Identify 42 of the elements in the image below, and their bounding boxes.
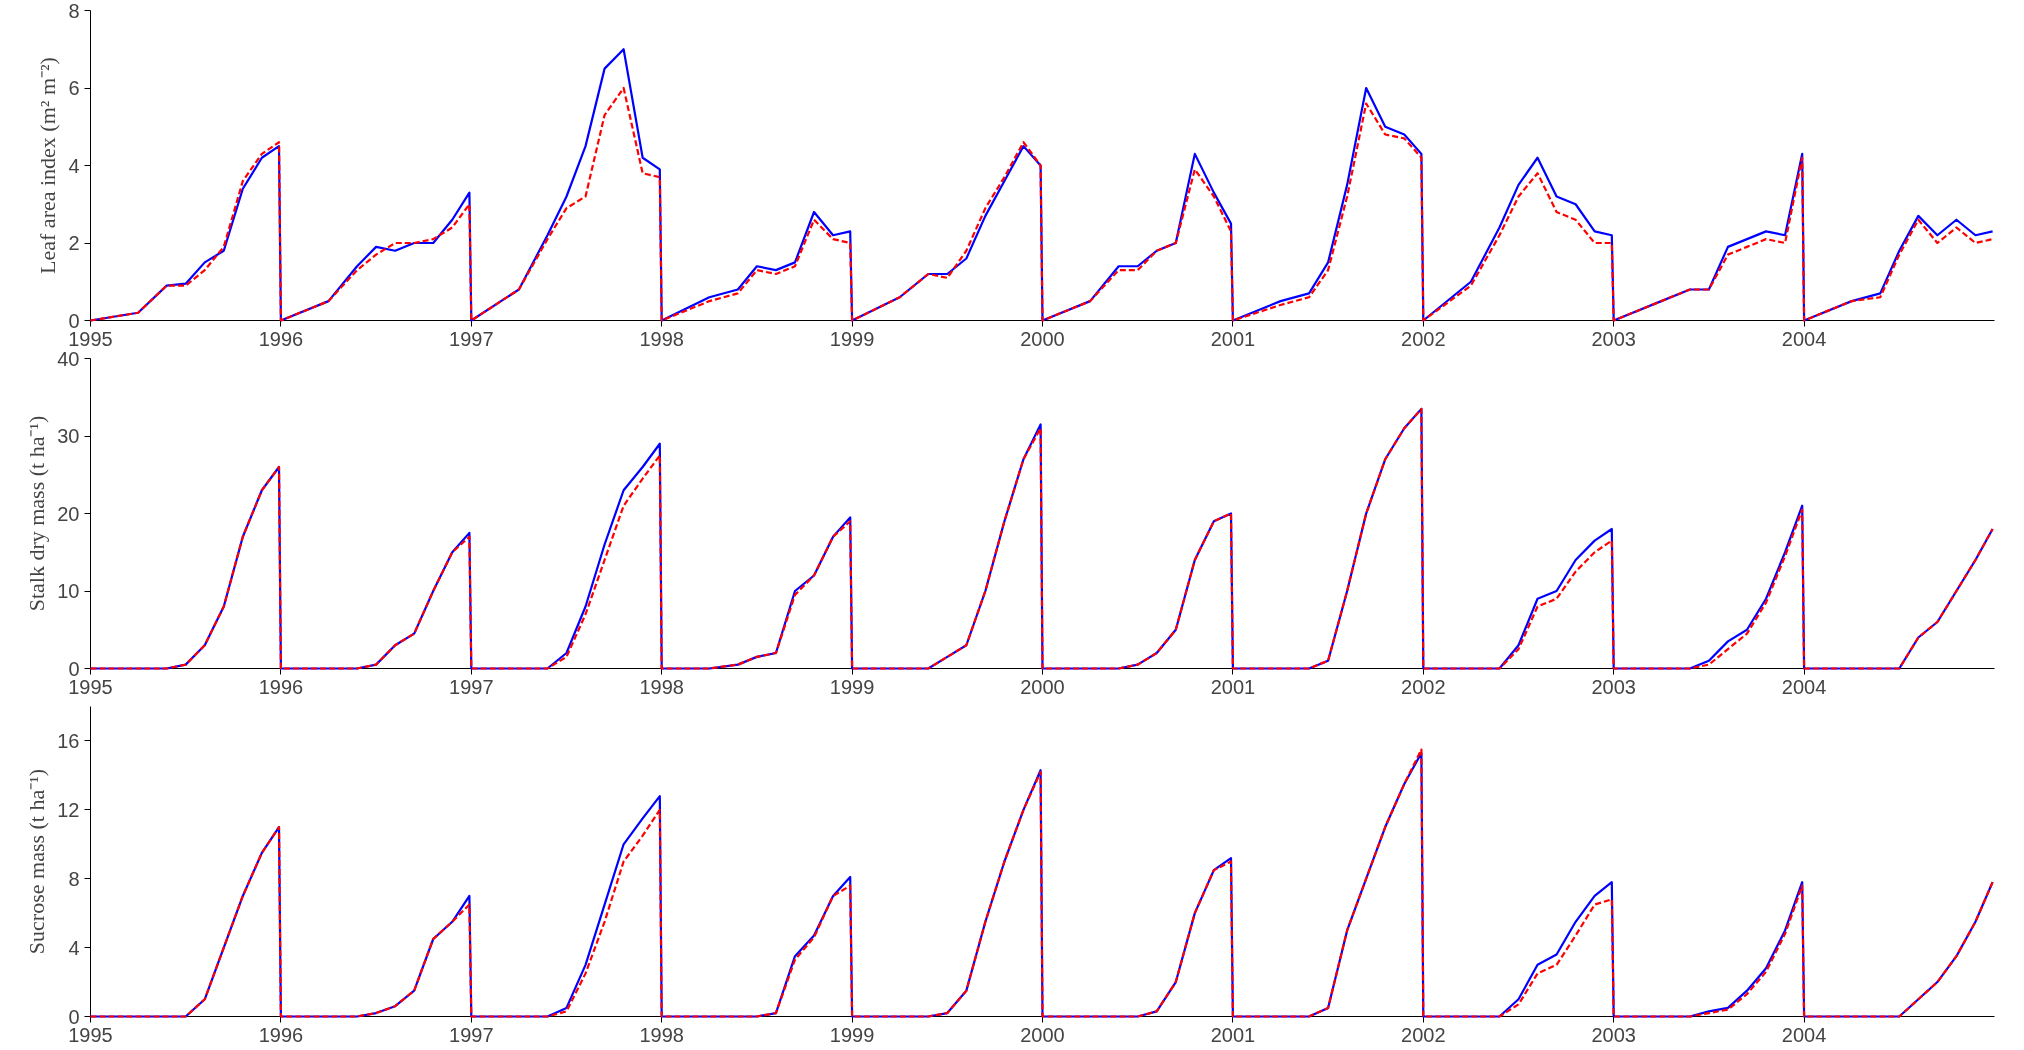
y-tick-label: 4 <box>68 154 80 177</box>
x-tick-label: 1996 <box>258 327 304 350</box>
y-tick-label: 6 <box>68 77 80 99</box>
x-tick-label: 1996 <box>258 1023 304 1046</box>
x-tick-label: 1998 <box>639 675 684 698</box>
x-tick-label: 1996 <box>258 675 304 698</box>
x-tick-label: 2002 <box>1401 327 1446 350</box>
x-tick-label: 2004 <box>1781 327 1827 350</box>
y-tick-label: 8 <box>68 0 80 22</box>
y-axis-title: Sucrose mass (t ha⁻¹) <box>24 768 50 955</box>
y-tick-label: 2 <box>68 232 80 254</box>
x-tick-label: 1999 <box>829 1023 875 1046</box>
x-tick-label: 2003 <box>1591 327 1636 350</box>
x-tick-label: 1997 <box>449 327 494 350</box>
y-tick-label: 40 <box>57 347 80 370</box>
x-tick-label: 2002 <box>1401 675 1446 698</box>
x-tick-label: 2004 <box>1781 675 1827 698</box>
x-tick-label: 2003 <box>1591 675 1636 698</box>
x-tick-label: 2000 <box>1020 675 1065 698</box>
x-tick-label: 2001 <box>1210 1023 1256 1046</box>
x-tick-label: 2000 <box>1020 327 1065 350</box>
x-tick-label: 2002 <box>1401 1023 1446 1046</box>
x-tick-label: 2004 <box>1781 1023 1827 1046</box>
x-tick-label: 1998 <box>639 1023 684 1046</box>
x-tick-label: 2001 <box>1210 675 1256 698</box>
y-tick-label: 8 <box>68 867 80 890</box>
x-tick-label: 2003 <box>1591 1023 1636 1046</box>
y-axis-title: Leaf area index (m² m⁻²) <box>35 57 61 274</box>
x-tick-label: 1997 <box>449 1023 494 1046</box>
y-tick-label: 4 <box>68 936 80 959</box>
x-tick-label: 1999 <box>829 327 875 350</box>
x-tick-label: 1998 <box>639 327 684 350</box>
y-tick-label: 20 <box>57 502 80 525</box>
y-tick-label: 12 <box>57 798 80 821</box>
x-tick-label: 1999 <box>829 675 875 698</box>
y-tick-label: 30 <box>57 425 80 447</box>
y-axis-title: Stalk dry mass (t ha⁻¹) <box>24 415 50 612</box>
x-tick-label: 2001 <box>1210 327 1256 350</box>
x-tick-label: 1997 <box>449 675 494 698</box>
y-tick-label: 16 <box>57 729 80 752</box>
x-tick-label: 2000 <box>1020 1023 1065 1046</box>
y-tick-label: 10 <box>57 580 80 602</box>
